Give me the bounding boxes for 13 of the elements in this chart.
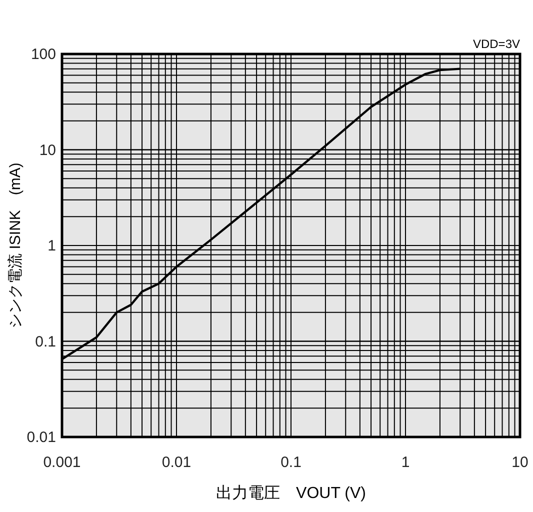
x-tick-label: 0.01 bbox=[162, 454, 192, 471]
x-axis-title: 出力電圧 VOUT (V) bbox=[216, 484, 366, 502]
y-tick-label: 100 bbox=[30, 46, 56, 63]
y-tick-label: 1 bbox=[48, 238, 56, 254]
text: VDD=3V bbox=[472, 37, 520, 51]
y-tick-label: 0.01 bbox=[26, 429, 56, 446]
y-tick-label: 0.1 bbox=[35, 333, 56, 350]
x-tick-label: 10 bbox=[512, 454, 528, 471]
x-tick-label: 1 bbox=[401, 454, 410, 471]
y-axis-title: シンク電流 ISINK (mA) bbox=[7, 162, 24, 328]
y-tick-label: 10 bbox=[39, 142, 56, 159]
x-tick-label: 0.001 bbox=[43, 454, 81, 471]
x-tick-label: 0.1 bbox=[280, 454, 302, 471]
